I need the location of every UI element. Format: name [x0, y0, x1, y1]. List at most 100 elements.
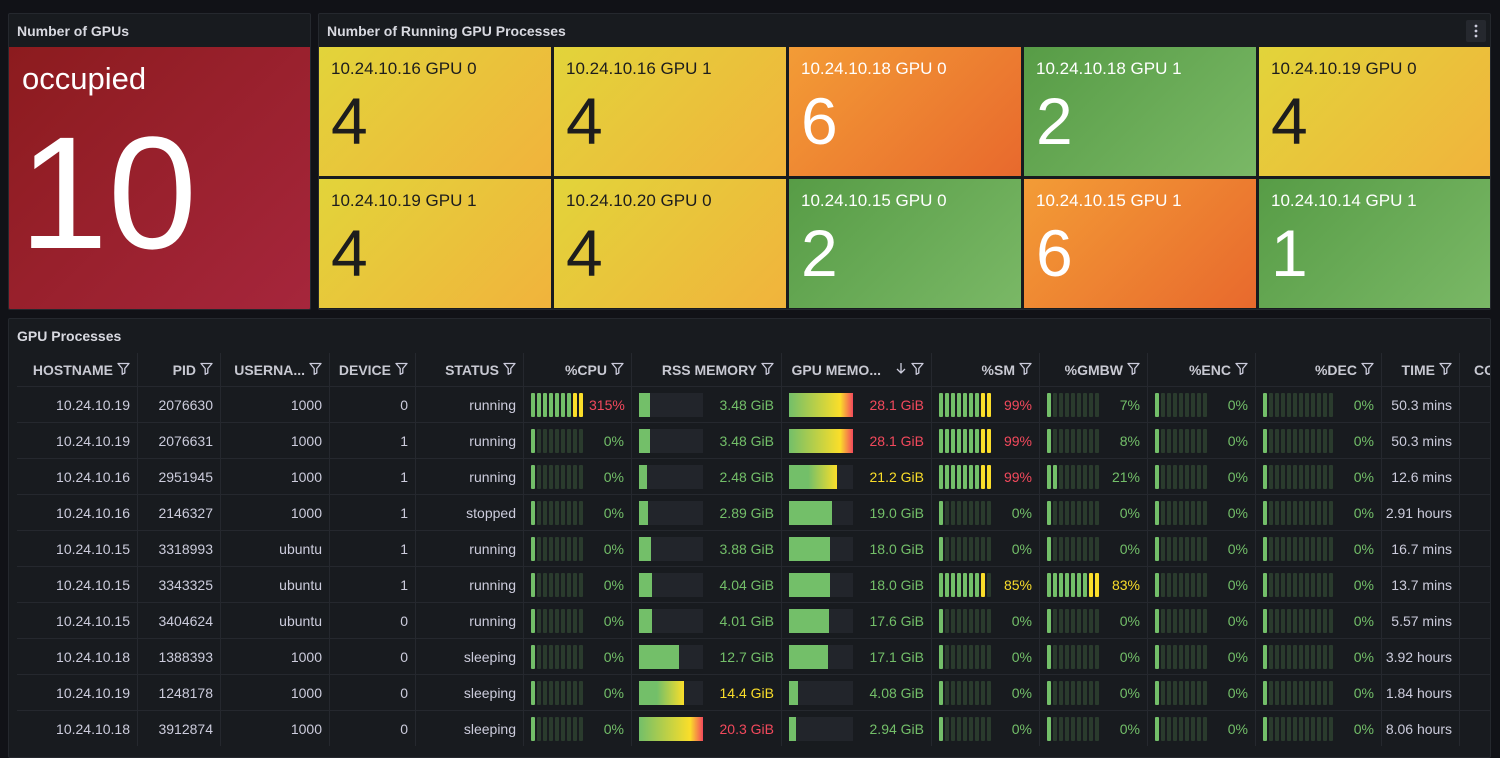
- led-segment: [1263, 536, 1267, 561]
- led-segment: [1077, 464, 1081, 489]
- column-header[interactable]: RSS MEMORY: [632, 353, 782, 386]
- bar-track: [789, 500, 853, 525]
- led-segment: [1323, 644, 1327, 669]
- led-gauge: [939, 716, 991, 741]
- stat-tile: 10.24.10.15 GPU 0 2: [789, 179, 1021, 308]
- gauge-value: 17.6 GiB: [869, 612, 924, 629]
- column-header[interactable]: CO: [1460, 353, 1490, 386]
- led-segment: [567, 392, 571, 417]
- filter-icon[interactable]: [911, 362, 924, 378]
- led-gauge: [939, 608, 991, 633]
- filter-icon[interactable]: [503, 362, 516, 378]
- running-panel: Number of Running GPU Processes 10.24.10…: [318, 13, 1491, 310]
- gauge-cell: 20.3 GiB: [632, 711, 782, 746]
- column-header[interactable]: TIME: [1382, 353, 1460, 386]
- led-segment: [963, 716, 967, 741]
- led-segment: [981, 644, 985, 669]
- led-segment: [1305, 464, 1309, 489]
- gauge-value: 0%: [1353, 648, 1374, 665]
- column-header[interactable]: DEVICE: [330, 353, 416, 386]
- table-row: 10.24.10.15 3343325 ubuntu 1 running 0% 4.04 G…: [17, 566, 1490, 602]
- led-segment: [1281, 680, 1285, 705]
- cell: 3912874: [138, 711, 221, 746]
- filter-icon[interactable]: [1127, 362, 1140, 378]
- led-segment: [981, 428, 985, 453]
- filter-icon[interactable]: [1019, 362, 1032, 378]
- led-segment: [945, 392, 949, 417]
- cell: running: [416, 423, 524, 458]
- gauge-value: 0%: [1353, 432, 1374, 449]
- led-segment: [1059, 392, 1063, 417]
- filter-icon[interactable]: [1361, 362, 1374, 378]
- column-header[interactable]: HOSTNAME: [17, 353, 138, 386]
- led-segment: [1089, 536, 1093, 561]
- cell: 1248178: [138, 675, 221, 710]
- led-segment: [963, 464, 967, 489]
- led-segment: [1323, 428, 1327, 453]
- filter-icon[interactable]: [200, 362, 213, 378]
- led-gauge: [1155, 572, 1207, 597]
- tile-label: 10.24.10.14 GPU 1: [1271, 191, 1417, 210]
- column-header[interactable]: %DEC: [1256, 353, 1382, 386]
- bar-track: [639, 464, 703, 489]
- tile-label: 10.24.10.18 GPU 0: [801, 59, 947, 78]
- filter-icon[interactable]: [1439, 362, 1452, 378]
- gauge-value: 0%: [1227, 504, 1248, 521]
- column-header[interactable]: %SM: [932, 353, 1040, 386]
- filter-icon[interactable]: [1235, 362, 1248, 378]
- led-segment: [1089, 716, 1093, 741]
- column-header[interactable]: GPU MEMO...: [782, 353, 932, 386]
- led-segment: [1095, 572, 1099, 597]
- column-header[interactable]: %ENC: [1148, 353, 1256, 386]
- bar-fill: [639, 716, 703, 741]
- led-segment: [969, 680, 973, 705]
- filter-icon[interactable]: [309, 362, 322, 378]
- led-segment: [939, 536, 943, 561]
- led-segment: [1083, 428, 1087, 453]
- column-header[interactable]: USERNA...: [221, 353, 330, 386]
- led-gauge: [1263, 680, 1333, 705]
- led-segment: [1047, 572, 1051, 597]
- column-header[interactable]: %CPU: [524, 353, 632, 386]
- led-gauge: [1155, 716, 1207, 741]
- led-segment: [1065, 428, 1069, 453]
- led-segment: [957, 428, 961, 453]
- led-segment: [543, 680, 547, 705]
- column-header[interactable]: %GMBW: [1040, 353, 1148, 386]
- filter-icon[interactable]: [117, 362, 130, 378]
- led-segment: [1077, 428, 1081, 453]
- filter-icon[interactable]: [761, 362, 774, 378]
- led-segment: [573, 572, 577, 597]
- led-segment: [531, 572, 535, 597]
- bar-track: [789, 608, 853, 633]
- led-segment: [1065, 500, 1069, 525]
- led-segment: [1167, 572, 1171, 597]
- tile-value: 6: [1036, 216, 1073, 290]
- gauge-cell: 0%: [1256, 603, 1382, 638]
- led-segment: [1203, 608, 1207, 633]
- led-segment: [567, 536, 571, 561]
- gauge-cell: 0%: [1256, 531, 1382, 566]
- gauge-cell: 83%: [1040, 567, 1148, 602]
- filter-icon[interactable]: [395, 362, 408, 378]
- led-segment: [1167, 536, 1171, 561]
- sort-icon[interactable]: [895, 362, 907, 378]
- column-header[interactable]: STATUS: [416, 353, 524, 386]
- gauge-cell: 0%: [1256, 639, 1382, 674]
- led-segment: [987, 536, 991, 561]
- table-row: 10.24.10.15 3318993 ubuntu 1 running 0% 3.88 G…: [17, 530, 1490, 566]
- gauge-value: 0%: [1353, 540, 1374, 557]
- column-header[interactable]: PID: [138, 353, 221, 386]
- led-gauge: [531, 644, 583, 669]
- led-segment: [1167, 680, 1171, 705]
- gauge-cell: 0%: [1148, 675, 1256, 710]
- filter-icon[interactable]: [611, 362, 624, 378]
- led-segment: [543, 392, 547, 417]
- gauge-value: 0%: [1227, 576, 1248, 593]
- bar-track: [639, 536, 703, 561]
- panel-menu[interactable]: [1466, 20, 1486, 42]
- gauge-cell: 99%: [932, 459, 1040, 494]
- led-segment: [1281, 464, 1285, 489]
- table: HOSTNAME PID USERNA... DEVICE STATUS %CPU RSS …: [17, 353, 1490, 746]
- led-segment: [549, 536, 553, 561]
